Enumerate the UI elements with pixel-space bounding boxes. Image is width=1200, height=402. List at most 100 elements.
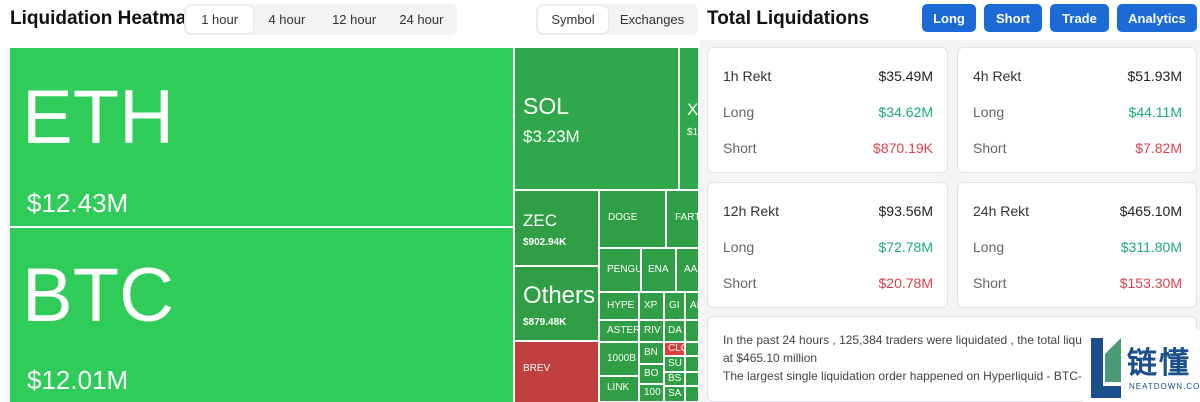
- card-title: 12h Rekt: [723, 203, 780, 219]
- tile-clo[interactable]: CLO: [664, 342, 685, 356]
- tile-doge[interactable]: DOGE: [599, 190, 666, 248]
- tile-ena[interactable]: ENA: [641, 248, 676, 292]
- tile-symbol: ASTER: [607, 325, 639, 336]
- tile-symbol: X: [687, 100, 698, 119]
- tile-sa[interactable]: SA: [664, 386, 685, 402]
- timeframe-24-hour[interactable]: 24 hour: [399, 12, 444, 27]
- tile-su[interactable]: SU: [664, 356, 685, 372]
- tile-1000b[interactable]: 1000B: [599, 342, 639, 376]
- tile-bn[interactable]: BN: [639, 342, 664, 364]
- long-label: Long: [973, 239, 1005, 255]
- tile-value: $3.23M: [523, 127, 580, 146]
- tile-symbol: ETH: [22, 75, 174, 160]
- tile-symbol: Others: [523, 282, 596, 309]
- short-value: $7.82M: [1135, 140, 1182, 156]
- tile-bs[interactable]: BS: [664, 372, 685, 386]
- group-by-exchanges[interactable]: Exchanges: [619, 12, 685, 27]
- long-label: Long: [723, 239, 755, 255]
- tile-symbol: ENA: [648, 264, 669, 275]
- tile-link[interactable]: LINK: [599, 376, 639, 402]
- tile-value: $12.01M: [27, 365, 129, 395]
- tile-value: $879.48K: [523, 317, 567, 328]
- tile-ai[interactable]: AI: [685, 292, 698, 320]
- rekt-card-4h: 4h Rekt $51.93M Long $44.11M Short $7.82…: [957, 47, 1197, 173]
- timeframe-4-hour[interactable]: 4 hour: [268, 12, 306, 27]
- tile-value: $902.94K: [523, 237, 567, 248]
- card-total: $93.56M: [878, 203, 933, 219]
- tile-brev[interactable]: BREV: [514, 341, 599, 402]
- total-liquidations-title: Total Liquidations: [707, 8, 870, 29]
- tile-eth[interactable]: ETH $12.43M: [9, 47, 514, 227]
- long-label: Long: [973, 104, 1005, 120]
- short-label: Short: [723, 275, 757, 291]
- tile-hype[interactable]: HYPE: [599, 292, 639, 320]
- tile-spacer-e[interactable]: [685, 386, 698, 402]
- group-by-symbol[interactable]: Symbol: [538, 6, 608, 33]
- trade-button[interactable]: Trade: [1050, 4, 1109, 32]
- tile-btc[interactable]: BTC $12.01M: [9, 227, 514, 402]
- tile-aster[interactable]: ASTER: [599, 320, 639, 342]
- tile-symbol: ZEC: [523, 211, 557, 230]
- card-title: 4h Rekt: [973, 68, 1022, 84]
- tile-zec[interactable]: ZEC $902.94K: [514, 190, 599, 266]
- tile-100[interactable]: 100: [639, 384, 664, 402]
- analytics-button[interactable]: Analytics: [1117, 4, 1197, 32]
- tile-symbol: AI: [690, 300, 698, 311]
- tile-symbol: DOGE: [608, 212, 638, 223]
- long-value: $72.78M: [878, 239, 933, 255]
- tile-riv[interactable]: RIV: [639, 320, 664, 342]
- long-button[interactable]: Long: [922, 4, 976, 32]
- short-value: $20.78M: [878, 275, 933, 291]
- short-button[interactable]: Short: [984, 4, 1042, 32]
- summary-line-3: The largest single liquidation order hap…: [723, 369, 1082, 383]
- group-by-selector: Symbol Exchanges: [536, 4, 698, 35]
- watermark-l-icon: [1091, 338, 1121, 398]
- watermark-en-text: NEATDOWN.COM: [1129, 382, 1200, 391]
- tile-xp[interactable]: XP: [639, 292, 664, 320]
- tile-symbol: BN: [644, 347, 658, 358]
- tile-symbol: DA: [668, 325, 682, 336]
- watermark-logo: 链懂 NEATDOWN.COM: [1083, 330, 1200, 402]
- tile-gi[interactable]: GI: [664, 292, 685, 320]
- short-label: Short: [973, 275, 1007, 291]
- heatmap-title: Liquidation Heatmap: [10, 8, 198, 29]
- tile-value: $1: [687, 127, 698, 138]
- card-title: 24h Rekt: [973, 203, 1030, 219]
- card-total: $465.10M: [1119, 203, 1182, 219]
- tile-symbol: BS: [668, 373, 682, 384]
- short-value: $870.19K: [873, 140, 933, 156]
- liquidation-treemap: ETH $12.43M BTC $12.01M SOL $3.23M X $1 …: [0, 47, 698, 402]
- tile-sol[interactable]: SOL $3.23M: [514, 47, 679, 190]
- card-total: $35.49M: [878, 68, 933, 84]
- tile-symbol: SOL: [523, 93, 570, 119]
- tile-spacer-b[interactable]: [685, 342, 698, 356]
- timeframe-12-hour[interactable]: 12 hour: [332, 12, 377, 27]
- summary-line-1: In the past 24 hours , 125,384 traders w…: [723, 333, 1082, 347]
- tile-aa[interactable]: AA: [676, 248, 698, 292]
- card-title: 1h Rekt: [723, 68, 772, 84]
- short-label: Short: [723, 140, 757, 156]
- tile-bo[interactable]: BO: [639, 364, 664, 384]
- tile-symbol: RIV: [644, 325, 661, 336]
- tile-symbol: PENGU: [607, 264, 641, 275]
- tile-pengu[interactable]: PENGU: [599, 248, 641, 292]
- summary-line-2: at $465.10 million: [723, 351, 818, 365]
- tile-xrp[interactable]: X $1: [679, 47, 698, 190]
- rekt-card-24h: 24h Rekt $465.10M Long $311.80M Short $1…: [957, 182, 1197, 308]
- tile-symbol: XP: [644, 300, 658, 311]
- tile-da[interactable]: DA: [664, 320, 685, 342]
- tile-spacer-a[interactable]: [685, 320, 698, 342]
- tile-spacer-c[interactable]: [685, 356, 698, 372]
- tile-fart[interactable]: FART: [666, 190, 698, 248]
- timeframe-selector: 1 hour 4 hour 12 hour 24 hour: [184, 4, 457, 35]
- tile-symbol: SA: [668, 388, 682, 399]
- tile-symbol: BO: [644, 368, 659, 379]
- long-value: $44.11M: [1128, 104, 1182, 120]
- tile-others[interactable]: Others $879.48K: [514, 266, 599, 341]
- timeframe-1-hour[interactable]: 1 hour: [186, 6, 254, 33]
- short-value: $153.30M: [1119, 275, 1182, 291]
- rekt-card-12h: 12h Rekt $93.56M Long $72.78M Short $20.…: [707, 182, 948, 308]
- tile-spacer-d[interactable]: [685, 372, 698, 386]
- tile-symbol: LINK: [607, 382, 630, 393]
